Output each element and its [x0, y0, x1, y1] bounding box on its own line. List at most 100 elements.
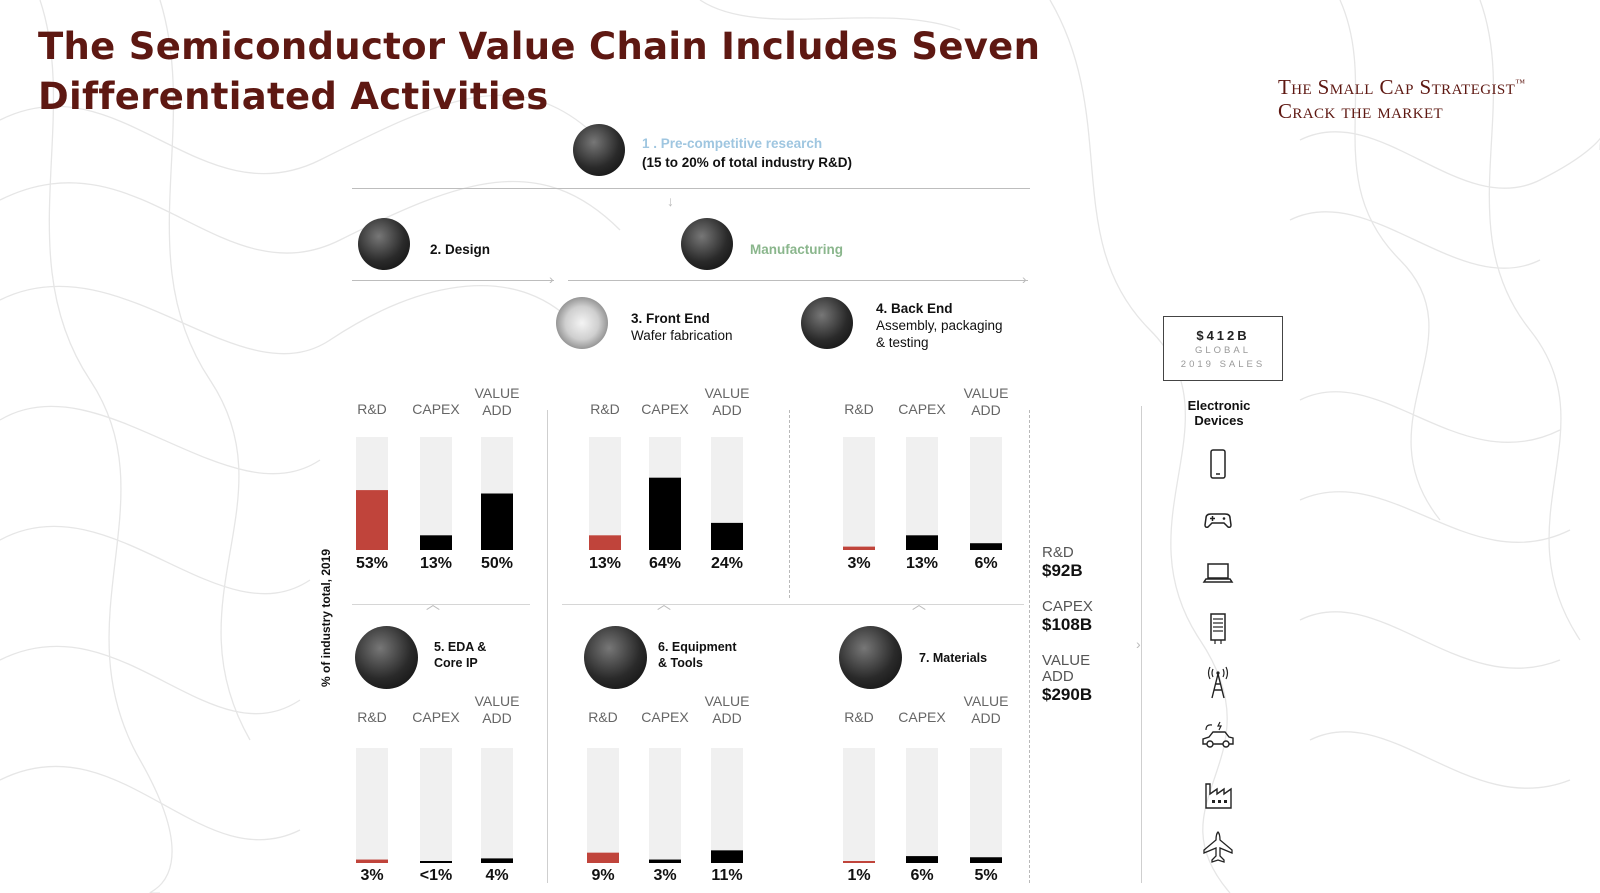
chart5-category-label: CAPEX	[641, 709, 689, 725]
chart3-value-label: 6%	[974, 555, 997, 572]
chart5-category-label: R&D	[588, 709, 618, 725]
chart4-bar-value-add	[481, 858, 513, 863]
chart5-value-label: 11%	[711, 867, 742, 884]
chart1-bar-value-add	[481, 493, 513, 550]
chart1-category-label: VALUE	[475, 385, 520, 401]
chart1-bar-capex	[420, 535, 452, 550]
chart2-value-label: 13%	[589, 555, 621, 572]
global-sales-value: $412B	[1196, 328, 1250, 343]
chart4-value-label: 4%	[485, 867, 508, 884]
chart1-bar-r-d	[356, 490, 388, 550]
chart4-bar-track	[481, 748, 513, 863]
chart6-bar-track	[970, 748, 1002, 863]
design-label: 2. Design	[430, 242, 491, 257]
chart2-bar-track	[589, 437, 621, 550]
chart3-category-label: ADD	[971, 402, 1001, 418]
chart5-bar-track	[587, 748, 619, 863]
materials-label: 7. Materials	[919, 651, 988, 665]
laptop-icon	[1202, 563, 1234, 583]
eda-label-1: 5. EDA &	[434, 640, 487, 654]
column-separator-3	[1029, 410, 1030, 883]
equipment-label-1: 6. Equipment	[658, 640, 737, 654]
chart5-value-label: 9%	[591, 867, 614, 884]
total-va-label-1: VALUE	[1042, 652, 1091, 669]
devices-title-2: Devices	[1194, 413, 1244, 428]
manufacturing-photo	[681, 218, 733, 270]
research-down-arrow: ↓	[667, 193, 674, 209]
brand-trademark: ™	[1515, 78, 1526, 89]
chart6-category-label: VALUE	[964, 693, 1009, 709]
totals-column: R&D $92B CAPEX $108B VALUE ADD $290B	[1042, 545, 1132, 705]
chart4-category-label: R&D	[357, 709, 387, 725]
back-end-sub-1: Assembly, packaging	[876, 318, 1003, 333]
middle-divider-a	[352, 604, 530, 605]
column-separator-2	[789, 410, 790, 598]
airplane-icon	[1203, 831, 1233, 863]
chart1-value-label: 13%	[420, 555, 452, 572]
back-end-label: 4. Back End	[876, 301, 953, 316]
up-arrow-2: ︿	[657, 596, 671, 612]
research-photo	[573, 124, 625, 176]
chart2-category-label: CAPEX	[641, 401, 689, 417]
chart6-category-label: CAPEX	[898, 709, 946, 725]
chart6-bar-value-add	[970, 857, 1002, 863]
chart4-bar-capex	[420, 861, 452, 863]
chart1-category-label: ADD	[482, 402, 512, 418]
research-sub: (15 to 20% of total industry R&D)	[642, 155, 853, 170]
smartphone-icon	[1210, 449, 1226, 479]
design-photo	[358, 218, 410, 270]
research-divider	[352, 188, 1030, 189]
chart1-value-label: 53%	[356, 555, 388, 572]
chart6-bar-capex	[906, 856, 938, 863]
page-title: The Semiconductor Value Chain Includes S…	[38, 25, 1041, 118]
chart3-value-label: 13%	[906, 555, 938, 572]
chart4-category-label: VALUE	[475, 693, 520, 709]
chart6-bar-track	[843, 748, 875, 863]
chart2-value-label: 24%	[711, 555, 743, 572]
chart6-value-label: 1%	[847, 867, 870, 884]
chart1-category-label: CAPEX	[412, 401, 460, 417]
eda-label-2: Core IP	[434, 656, 478, 670]
chart3-bar-track	[970, 437, 1002, 550]
equipment-label-2: & Tools	[658, 656, 703, 670]
chart6-category-label: R&D	[844, 709, 874, 725]
chart2-bar-capex	[649, 477, 681, 550]
chart3-value-label: 3%	[847, 555, 870, 572]
column-separator-1	[547, 410, 548, 883]
chart3-bar-capex	[906, 535, 938, 550]
chart6-value-label: 5%	[974, 867, 997, 884]
materials-photo	[839, 626, 902, 689]
manufacturing-arrow-line	[568, 280, 1028, 281]
total-capex-value: $108B	[1042, 615, 1093, 634]
chart5-bar-track	[649, 748, 681, 863]
chart2-category-label: VALUE	[705, 385, 750, 401]
chart3-category-label: VALUE	[964, 385, 1009, 401]
chart4-bar-r-d	[356, 859, 388, 863]
chart6-category-label: ADD	[971, 710, 1001, 726]
chart5-value-label: 3%	[653, 867, 676, 884]
middle-divider-b	[562, 604, 1024, 605]
up-arrow-3: ︿	[912, 596, 926, 612]
chart2-bar-value-add	[711, 522, 743, 550]
design-arrow-line	[352, 280, 554, 281]
factory-icon	[1205, 783, 1232, 809]
manufacturing-arrow-head: ›	[1022, 271, 1027, 287]
up-arrow-1: ︿	[426, 596, 440, 612]
front-end-photo	[556, 297, 608, 349]
eda-photo	[355, 626, 418, 689]
equipment-photo	[584, 626, 647, 689]
chart2-category-label: R&D	[590, 401, 620, 417]
back-end-sub-2: & testing	[876, 335, 929, 350]
brand-name: The Small Cap Strategist	[1278, 75, 1516, 99]
gamepad-icon	[1204, 513, 1232, 528]
chart3-bar-value-add	[970, 543, 1002, 550]
research-label: 1 . Pre-competitive research	[642, 136, 823, 151]
total-va-label-2: ADD	[1042, 668, 1074, 685]
chart4-value-label: <1%	[420, 867, 452, 884]
manufacturing-label: Manufacturing	[750, 242, 843, 257]
devices-title-1: Electronic	[1187, 398, 1251, 413]
chart3-category-label: R&D	[844, 401, 874, 417]
chart1-category-label: R&D	[357, 401, 387, 417]
